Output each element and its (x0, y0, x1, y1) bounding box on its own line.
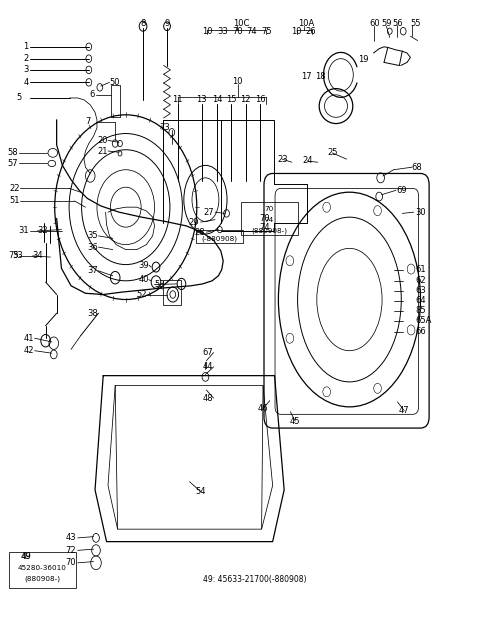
Bar (111, 85, 120, 117)
Text: 40: 40 (138, 275, 149, 284)
Bar (196, 230, 243, 243)
Text: 1: 1 (24, 42, 29, 51)
Text: 38: 38 (88, 309, 98, 318)
Text: 17: 17 (301, 72, 312, 80)
Text: 10A: 10A (298, 19, 314, 28)
Text: 29: 29 (189, 218, 199, 227)
Text: 45: 45 (290, 417, 300, 426)
Text: (-880908): (-880908) (202, 235, 237, 242)
Text: 53: 53 (155, 280, 165, 289)
Text: 2: 2 (24, 54, 29, 63)
Text: 20: 20 (97, 136, 108, 145)
Text: 67: 67 (203, 348, 214, 357)
Text: 42: 42 (24, 346, 35, 355)
Text: 22: 22 (10, 184, 20, 193)
Text: 16: 16 (255, 95, 265, 104)
Text: 46: 46 (258, 404, 268, 413)
Text: 23: 23 (277, 155, 288, 163)
Text: 15: 15 (226, 95, 237, 104)
Text: 32: 32 (37, 227, 48, 235)
Text: 56: 56 (392, 19, 403, 28)
Text: 28: 28 (195, 228, 205, 236)
Text: 31: 31 (18, 227, 29, 235)
Text: 75: 75 (261, 27, 272, 36)
Text: 59: 59 (381, 19, 392, 28)
Text: 26: 26 (306, 27, 316, 36)
Text: 70: 70 (65, 558, 76, 567)
Text: 69: 69 (396, 186, 407, 195)
Text: 37: 37 (88, 266, 98, 275)
Text: 50: 50 (109, 78, 120, 87)
Text: 6: 6 (90, 90, 95, 99)
Text: 10: 10 (202, 27, 213, 36)
Text: 7: 7 (85, 117, 90, 126)
Text: 10C: 10C (233, 19, 250, 28)
Text: 10: 10 (232, 77, 243, 85)
Text: 43: 43 (65, 534, 76, 542)
Text: 73: 73 (160, 124, 170, 132)
Text: 85: 85 (415, 306, 426, 315)
Bar (241, 202, 298, 235)
Text: 10: 10 (291, 27, 302, 36)
Text: 54: 54 (195, 487, 206, 496)
Text: 75: 75 (9, 251, 19, 260)
Text: 74: 74 (259, 223, 270, 232)
Text: 49: 49 (21, 552, 31, 561)
Text: 45280-36010: 45280-36010 (18, 565, 67, 571)
Text: 33: 33 (217, 27, 228, 36)
Text: 5: 5 (16, 94, 22, 102)
Text: 66: 66 (415, 328, 426, 336)
Text: 49: 45633-21700(-880908): 49: 45633-21700(-880908) (203, 575, 306, 583)
Text: (880908-): (880908-) (24, 576, 60, 582)
Text: 55: 55 (410, 19, 420, 28)
Text: 30: 30 (415, 208, 426, 217)
Text: 19: 19 (359, 55, 369, 64)
Text: 58: 58 (8, 149, 18, 157)
Bar (163, 280, 181, 305)
Text: 65A: 65A (415, 316, 432, 325)
Text: 34: 34 (33, 251, 43, 260)
Text: 72: 72 (65, 546, 76, 555)
Text: 57: 57 (8, 159, 18, 168)
Text: 39: 39 (138, 261, 149, 270)
Text: 44: 44 (203, 363, 214, 371)
Text: 8: 8 (140, 19, 146, 28)
Text: 14: 14 (212, 95, 222, 104)
Text: 48: 48 (203, 394, 214, 402)
Text: 9: 9 (165, 19, 169, 28)
Text: (880908-): (880908-) (252, 228, 287, 234)
Text: 24: 24 (302, 157, 312, 165)
Text: 18: 18 (315, 72, 326, 80)
Circle shape (169, 129, 175, 136)
Text: 52: 52 (136, 290, 146, 299)
Text: 70: 70 (264, 206, 274, 212)
Text: 21: 21 (97, 147, 108, 155)
Text: 64: 64 (415, 296, 426, 305)
Text: 74: 74 (247, 27, 257, 36)
Text: 36: 36 (88, 243, 98, 251)
Text: 27: 27 (203, 208, 214, 217)
Text: 25: 25 (327, 149, 337, 157)
Text: 47: 47 (399, 406, 409, 415)
Text: 4: 4 (24, 78, 29, 87)
Text: 33: 33 (12, 251, 23, 260)
Text: 74: 74 (264, 217, 274, 223)
Text: 62: 62 (415, 276, 426, 285)
Text: 13: 13 (196, 95, 207, 104)
Text: 3: 3 (24, 66, 29, 74)
Text: 51: 51 (10, 197, 20, 205)
Bar (9, 552, 76, 588)
Text: 11: 11 (172, 95, 183, 104)
Text: 41: 41 (24, 334, 35, 343)
Text: 12: 12 (240, 95, 251, 104)
Text: 35: 35 (88, 232, 98, 240)
Text: 63: 63 (415, 286, 426, 295)
Text: 49: 49 (22, 552, 31, 561)
Text: 70: 70 (259, 214, 270, 223)
Text: 68: 68 (412, 163, 422, 172)
Text: 61: 61 (415, 265, 426, 274)
Text: 70: 70 (232, 27, 243, 36)
Text: 60: 60 (369, 19, 380, 28)
